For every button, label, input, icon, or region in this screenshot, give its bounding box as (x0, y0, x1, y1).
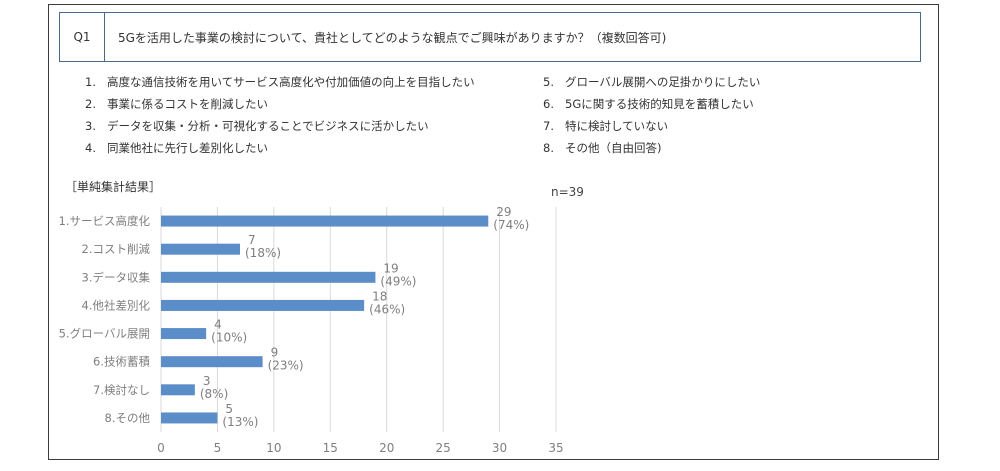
option-7: 7. 特に検討していない (543, 118, 668, 134)
bar (161, 356, 263, 368)
x-tick-label: 35 (548, 441, 563, 455)
value-label: 9 (271, 346, 279, 360)
option-number: 4. (85, 141, 96, 155)
option-number: 3. (85, 119, 96, 133)
bar (161, 412, 218, 424)
category-label: 6.技術蓄積 (93, 355, 150, 369)
percent-label: (46%) (369, 302, 405, 316)
value-label: 5 (225, 402, 233, 416)
category-label: 3.データ収集 (82, 270, 151, 284)
question-text: 5Gを活用した事業の検討について、貴社としてどのような観点でご興味がありますか？… (118, 30, 667, 45)
category-label: 2.コスト削減 (82, 242, 151, 256)
option-4: 4. 同業他社に先行し差別化したい (85, 140, 268, 156)
value-label: 3 (203, 374, 211, 388)
option-5: 5. グローバル展開への足掛かりにしたい (543, 74, 760, 90)
bar (161, 384, 195, 396)
option-number: 6. (543, 97, 554, 111)
x-tick-label: 10 (266, 441, 281, 455)
value-label: 29 (496, 205, 511, 219)
option-number: 7. (543, 119, 554, 133)
option-text: 特に検討していない (565, 119, 669, 133)
bar (161, 328, 207, 340)
x-tick-label: 15 (323, 441, 338, 455)
x-tick-label: 0 (157, 441, 165, 455)
x-tick-label: 20 (379, 441, 394, 455)
value-label: 18 (372, 289, 387, 303)
survey-panel: Q1 5Gを活用した事業の検討について、貴社としてどのような観点でご興味がありま… (48, 4, 939, 460)
value-label: 7 (248, 233, 256, 247)
option-text: 高度な通信技術を用いてサービス高度化や付加価値の向上を目指したい (107, 75, 475, 89)
option-number: 8. (543, 141, 554, 155)
section-label: ［単純集計結果］ (65, 180, 162, 194)
option-text: データを収集・分析・可視化することでビジネスに活かしたい (107, 119, 429, 133)
option-number: 5. (543, 75, 554, 89)
bar (161, 215, 489, 227)
option-text: グローバル展開への足掛かりにしたい (565, 75, 761, 89)
option-number: 1. (85, 75, 96, 89)
percent-label: (18%) (245, 246, 281, 260)
percent-label: (49%) (380, 274, 416, 288)
x-tick-label: 25 (436, 441, 451, 455)
bar (161, 299, 365, 311)
category-label: 8.その他 (105, 411, 151, 425)
category-label: 4.他社差別化 (82, 298, 151, 312)
bar (161, 271, 376, 283)
percent-label: (10%) (211, 331, 247, 345)
value-label: 19 (383, 261, 398, 275)
percent-label: (8%) (200, 387, 228, 401)
question-box: Q1 5Gを活用した事業の検討について、貴社としてどのような観点でご興味がありま… (59, 12, 921, 62)
option-text: 同業他社に先行し差別化したい (107, 141, 268, 155)
category-label: 1.サービス高度化 (59, 214, 151, 228)
x-tick-label: 30 (492, 441, 507, 455)
option-2: 2. 事業に係るコストを削減したい (85, 96, 268, 112)
category-label: 5.グローバル展開 (59, 327, 150, 341)
option-text: その他（自由回答) (565, 141, 662, 155)
percent-label: (23%) (268, 359, 304, 373)
sample-size-label: n=39 (551, 185, 584, 199)
percent-label: (74%) (493, 218, 529, 232)
option-1: 1. 高度な通信技術を用いてサービス高度化や付加価値の向上を目指したい (85, 74, 475, 90)
bar (161, 243, 240, 255)
option-3: 3. データを収集・分析・可視化することでビジネスに活かしたい (85, 118, 429, 134)
question-number: Q1 (60, 13, 105, 61)
option-text: 事業に係るコストを削減したい (107, 97, 268, 111)
category-label: 7.検討なし (93, 383, 150, 397)
option-8: 8. その他（自由回答) (543, 140, 662, 156)
option-text: 5Gに関する技術的知見を蓄積したい (565, 97, 754, 111)
option-number: 2. (85, 97, 96, 111)
value-label: 4 (214, 318, 222, 332)
percent-label: (13%) (222, 415, 258, 429)
x-tick-label: 5 (214, 441, 222, 455)
option-6: 6. 5Gに関する技術的知見を蓄積したい (543, 96, 754, 112)
